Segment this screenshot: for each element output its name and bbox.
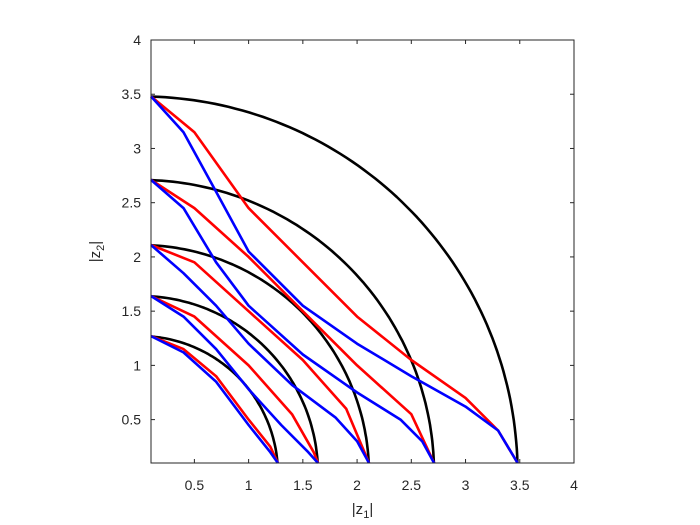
x-tick-label: 2 — [353, 477, 361, 493]
y-axis: 0.5 1 1.5 2 2.5 3 3.5 4 — [122, 32, 574, 428]
x-tick-label: 1 — [245, 477, 253, 493]
series-line-red-8 — [150, 243, 371, 464]
y-tick-label: 1.5 — [122, 303, 142, 319]
series-line-blue-13 — [150, 244, 371, 464]
series-line-blue-14 — [150, 178, 436, 464]
x-axis-label: |z1| — [352, 501, 373, 521]
y-tick-label: 0.5 — [122, 412, 142, 428]
y-axis-label-sub: 2 — [95, 245, 107, 251]
x-axis-label-close: | — [369, 501, 373, 518]
y-axis-label-close: | — [87, 241, 104, 245]
y-tick-label: 4 — [133, 32, 141, 48]
series-line-blue-15 — [150, 95, 519, 464]
x-tick-label: 3 — [462, 477, 470, 493]
y-axis-label-text: |z — [87, 251, 104, 262]
series-line-black-4 — [150, 178, 436, 464]
series-line-blue-11 — [150, 334, 279, 464]
x-tick-label: 0.5 — [185, 477, 205, 493]
y-axis-label: |z2| — [87, 241, 107, 262]
axes-box — [150, 39, 575, 464]
y-tick-label: 2.5 — [122, 195, 142, 211]
y-tick-label: 3.5 — [122, 86, 142, 102]
x-tick-label: 3.5 — [510, 477, 530, 493]
series-line-blue-12 — [150, 294, 319, 464]
y-tick-label: 3 — [133, 140, 141, 156]
x-axis-label-sub: 1 — [363, 509, 369, 521]
series-line-red-9 — [150, 178, 436, 464]
y-tick-label: 2 — [133, 249, 141, 265]
x-axis: 0.5 1 1.5 2 2.5 3 3.5 4 — [185, 40, 578, 493]
series-line-red-7 — [150, 294, 320, 464]
y-tick-label: 1 — [133, 357, 141, 373]
x-tick-label: 2.5 — [402, 477, 422, 493]
plot-lines — [150, 95, 519, 464]
series-line-black-2 — [150, 295, 319, 464]
series-line-red-10 — [150, 95, 519, 464]
x-tick-label: 4 — [570, 477, 578, 493]
series-line-black-5 — [150, 95, 519, 464]
series-line-red-6 — [150, 334, 280, 464]
x-tick-label: 1.5 — [293, 477, 313, 493]
x-axis-label-text: |z — [352, 501, 363, 518]
